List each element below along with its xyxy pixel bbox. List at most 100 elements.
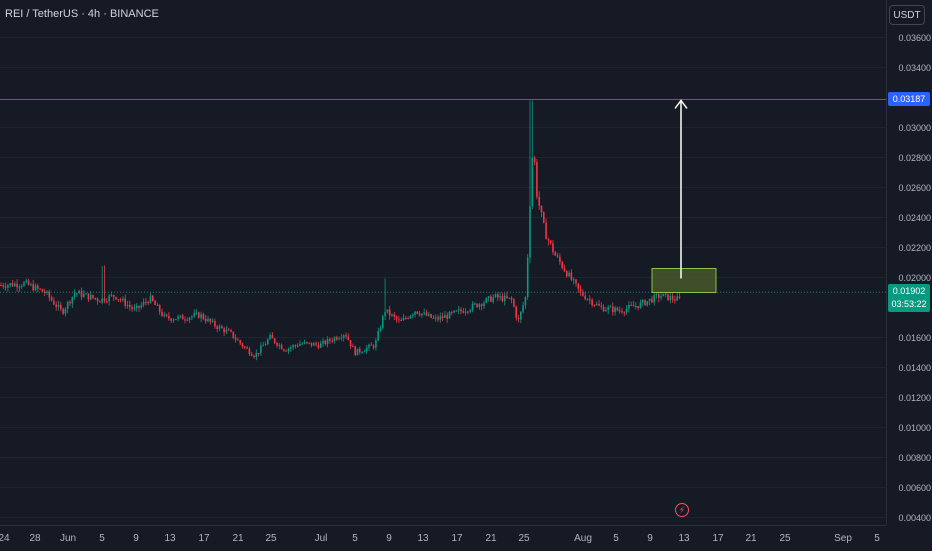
price-tick-label: 0.01000 <box>898 422 931 433</box>
candle-body <box>520 311 522 320</box>
candle <box>536 159 538 200</box>
candle-body <box>345 335 347 337</box>
candle-body <box>239 340 241 344</box>
candle <box>207 315 209 323</box>
candle <box>671 291 674 303</box>
candle-body <box>457 309 460 311</box>
candle-body <box>414 311 416 315</box>
candle <box>336 335 338 341</box>
time-tick-label: Jul <box>314 533 328 544</box>
candle-body <box>278 344 281 346</box>
candle-body <box>361 352 363 354</box>
candle <box>253 354 255 359</box>
candle <box>444 311 446 318</box>
candle <box>308 342 310 345</box>
candle-body <box>126 304 129 306</box>
candle <box>202 312 205 321</box>
candle-body <box>395 316 398 320</box>
candle-body <box>407 318 409 320</box>
candle <box>388 305 391 320</box>
candle-body <box>41 289 44 292</box>
candle <box>76 292 78 298</box>
candle-body <box>71 296 74 304</box>
candle-body <box>188 317 191 320</box>
candle-body <box>586 299 589 301</box>
candle-body <box>7 285 9 288</box>
chart-area[interactable]: REI / TetherUS · 4h · BINANCE ⚡ <box>0 0 886 525</box>
candle-body <box>359 348 361 353</box>
candle <box>195 309 198 316</box>
candle <box>221 324 223 329</box>
candle-body <box>165 314 168 316</box>
candle <box>149 292 152 304</box>
candle-body <box>540 205 543 213</box>
candle-body <box>322 340 324 344</box>
candle <box>421 313 423 318</box>
candle-body <box>204 318 207 322</box>
candle <box>517 314 520 323</box>
bar-countdown: 03:53:22 <box>891 299 927 310</box>
candle-body <box>25 280 28 283</box>
currency-button[interactable]: USDT <box>889 5 925 25</box>
lightning-icon[interactable]: ⚡ <box>675 503 689 517</box>
candle <box>216 324 218 333</box>
target-price-label: 0.03187 <box>892 94 926 105</box>
candle-body <box>209 318 212 322</box>
candle <box>218 324 221 332</box>
candle-body <box>623 312 626 314</box>
candle-body <box>614 307 616 313</box>
candle-body <box>382 316 384 329</box>
candle-body <box>154 300 156 305</box>
time-axis[interactable]: 24 28 Jun 5 9 13 17 21 25 Jul 5 9 13 17 21 25 Aug 5 9 13 17 2… <box>0 525 886 551</box>
candle <box>158 304 161 315</box>
candle-body <box>216 326 218 329</box>
candle-body <box>421 313 423 316</box>
candle <box>255 349 258 361</box>
candle <box>644 299 646 306</box>
candle-body <box>191 316 193 318</box>
candle-body <box>664 293 667 295</box>
time-tick-label: 17 <box>712 533 724 544</box>
candle-body <box>510 297 513 300</box>
candle-body <box>287 348 290 352</box>
candle <box>460 307 462 314</box>
candle <box>237 337 239 341</box>
candle-body <box>269 334 271 340</box>
candle <box>232 331 235 340</box>
candle <box>598 299 600 307</box>
candle <box>230 328 232 333</box>
candle <box>71 296 74 308</box>
candle-body <box>131 306 133 309</box>
candle-body <box>676 296 678 301</box>
candle <box>62 307 64 316</box>
candle <box>441 312 444 321</box>
candle <box>520 311 522 324</box>
candle <box>124 294 126 309</box>
candle <box>14 281 16 288</box>
candle <box>345 332 347 340</box>
candle-body <box>616 307 619 311</box>
candle-body <box>246 347 248 349</box>
candle-body <box>370 344 373 346</box>
price-axis[interactable]: 0.03600 0.03400 0.03000 0.02800 0.02600 0.024… <box>886 0 932 525</box>
candle <box>384 278 386 321</box>
candle <box>540 205 543 218</box>
candle <box>630 301 632 307</box>
time-tick-label: 21 <box>232 533 244 544</box>
candle-body <box>76 293 78 295</box>
price-chart[interactable] <box>0 0 886 525</box>
candle <box>154 299 156 306</box>
candle <box>430 313 432 319</box>
candle <box>126 300 129 309</box>
candle-body <box>78 290 80 294</box>
candle-body <box>352 346 354 348</box>
candle-body <box>439 316 442 320</box>
candle <box>612 302 614 316</box>
candle <box>64 307 67 317</box>
candle-body <box>2 285 5 287</box>
time-tick-label: Sep <box>834 533 852 544</box>
candle-body <box>99 301 101 303</box>
candle <box>317 341 320 350</box>
candle-body <box>92 294 94 298</box>
overlays <box>0 98 886 293</box>
